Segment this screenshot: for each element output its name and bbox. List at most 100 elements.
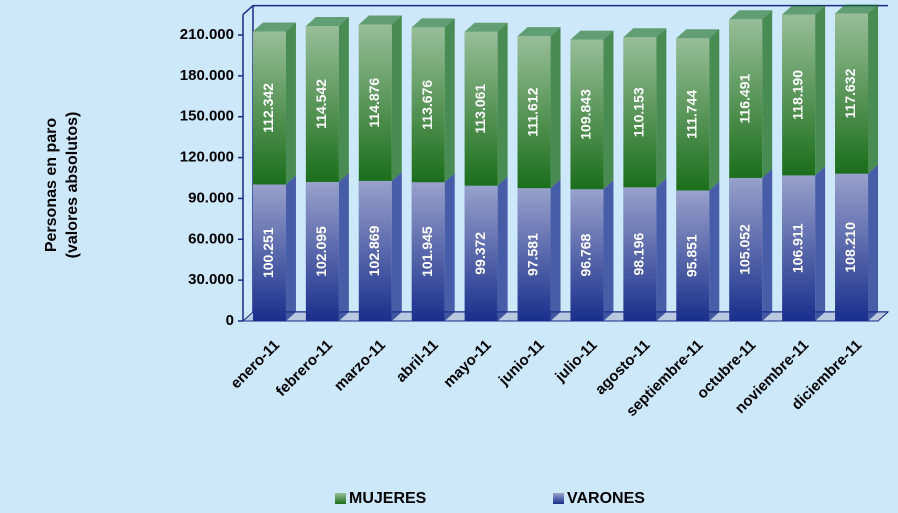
bar-shine: [729, 19, 763, 178]
value-label: 99.372: [472, 232, 488, 275]
legend-swatch-shine: [335, 493, 346, 504]
bar-shine: [676, 190, 710, 321]
bar-shine: [570, 189, 604, 321]
bar-top: [729, 10, 773, 20]
bar-side: [656, 178, 667, 321]
bar-top: [835, 4, 879, 14]
bar-side: [338, 16, 349, 182]
bar-top: [676, 29, 720, 39]
bar-side: [285, 22, 296, 185]
bar-top: [464, 22, 508, 32]
bar-shine: [411, 182, 445, 321]
value-label: 97.581: [525, 233, 541, 276]
value-label: 117.632: [842, 68, 858, 118]
value-label: 116.491: [736, 73, 752, 123]
bar-top: [252, 22, 296, 32]
bar-side: [709, 181, 720, 321]
bar-top: [517, 27, 561, 37]
value-label: 112.342: [260, 83, 276, 133]
value-label: 114.542: [313, 79, 329, 129]
bar-side: [497, 22, 508, 186]
value-label: 106.911: [789, 223, 805, 273]
value-label: 113.061: [472, 84, 488, 134]
x-tick-label: enero-11: [227, 337, 283, 393]
bar-shine: [782, 175, 816, 321]
bar-side: [444, 173, 455, 321]
bar-side: [656, 28, 667, 188]
x-tick-label: febrero-11: [273, 337, 336, 400]
bar-shine: [676, 38, 710, 191]
value-label: 96.768: [578, 233, 594, 276]
bar-side: [391, 15, 402, 181]
legend-label: VARONES: [567, 490, 645, 507]
bar-top: [623, 28, 667, 38]
bar-shine: [835, 173, 869, 321]
bar-side: [285, 175, 296, 321]
x-tick-label: junio-11: [495, 337, 548, 390]
bar-shine: [782, 14, 816, 176]
value-label: 108.210: [842, 222, 858, 273]
value-label: 111.744: [683, 90, 699, 139]
legend-swatch-shine: [553, 493, 564, 504]
value-label: 102.869: [366, 225, 382, 276]
bar-top: [570, 30, 614, 40]
bar-shine: [305, 181, 339, 321]
bar-top: [411, 18, 455, 28]
bar-side: [444, 18, 455, 183]
bar-shine: [729, 177, 763, 321]
value-label: 113.676: [419, 80, 435, 130]
y-tick-label: 30.000: [188, 271, 234, 288]
bar-shine: [358, 24, 392, 181]
bar-side: [709, 29, 720, 191]
value-label: 100.251: [260, 227, 276, 278]
bar-side: [603, 180, 614, 321]
y-axis-label: (valores absolutos): [64, 112, 81, 259]
bar-shine: [570, 39, 604, 190]
x-tick-label: julio-11: [551, 337, 600, 386]
value-label: 95.851: [683, 234, 699, 277]
bar-side: [815, 166, 826, 321]
x-tick-label: abril-11: [393, 337, 442, 386]
legend-label: MUJERES: [349, 490, 427, 507]
bar-shine: [252, 184, 286, 321]
y-tick-label: 90.000: [188, 189, 234, 206]
y-axis-label: Personas en paro: [43, 118, 60, 253]
value-label: 109.843: [578, 89, 594, 140]
y-tick-label: 150.000: [180, 108, 234, 125]
bar-side: [815, 5, 826, 176]
x-tick-label: marzo-11: [331, 337, 389, 395]
bar-side: [497, 176, 508, 321]
floor: [241, 311, 890, 322]
bar-side: [338, 172, 349, 321]
bar-side: [550, 179, 561, 321]
bar-side: [868, 4, 879, 174]
bar-shine: [358, 180, 392, 321]
y-tick-label: 210.000: [180, 26, 234, 43]
value-label: 101.945: [419, 226, 435, 277]
bar-shine: [464, 185, 498, 321]
value-label: 114.876: [366, 78, 382, 128]
bar-shine: [517, 36, 551, 189]
bar-shine: [517, 188, 551, 321]
value-label: 111.612: [525, 87, 541, 136]
bar-shine: [623, 187, 657, 321]
x-tick-label: mayo-11: [440, 337, 494, 391]
bar-top: [782, 5, 826, 15]
y-tick-label: 120.000: [180, 149, 234, 166]
value-label: 118.190: [789, 70, 805, 120]
bar-side: [868, 164, 879, 321]
value-label: 105.052: [736, 224, 752, 275]
bar-side: [550, 27, 561, 189]
value-label: 102.095: [313, 226, 329, 277]
y-tick-label: 0: [226, 312, 234, 329]
y-tick-label: 180.000: [180, 67, 234, 84]
y-tick-label: 60.000: [188, 230, 234, 247]
value-label: 110.153: [631, 87, 647, 137]
top-frame: [242, 4, 888, 16]
bar-top: [358, 15, 402, 25]
bar-shine: [252, 31, 286, 185]
bar-side: [391, 171, 402, 321]
bar-side: [762, 168, 773, 321]
